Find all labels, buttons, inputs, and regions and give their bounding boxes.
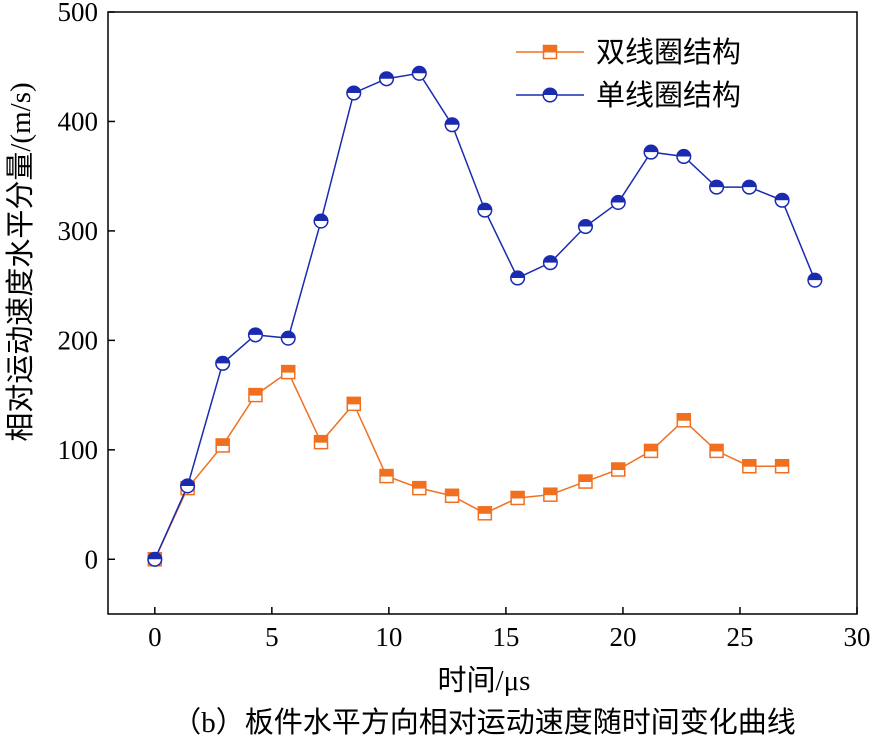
y-tick-label: 0 xyxy=(85,544,99,574)
data-point-circle-fill xyxy=(445,117,459,125)
data-point-square-fill xyxy=(248,388,262,396)
data-point-square-fill xyxy=(347,397,361,405)
data-point-square-fill xyxy=(677,413,691,421)
data-point-circle-fill xyxy=(180,479,195,486)
data-point-circle-fill xyxy=(543,255,558,263)
data-point-circle-fill xyxy=(808,273,822,281)
data-point-square-fill xyxy=(380,469,394,477)
data-point-circle-fill xyxy=(510,271,525,278)
data-point-circle-fill xyxy=(281,331,296,339)
x-tick-label: 25 xyxy=(726,622,753,652)
x-tick-label: 30 xyxy=(844,622,871,652)
x-tick-label: 5 xyxy=(265,622,279,652)
data-point-circle-fill xyxy=(775,193,789,201)
plot-frame xyxy=(107,11,858,615)
figure-caption: （b）板件水平方向相对运动速度随时间变化曲线 xyxy=(172,706,796,739)
data-point-circle-fill xyxy=(611,195,626,203)
data-point-square-fill xyxy=(511,491,525,499)
x-axis-label: 时间/μs xyxy=(438,664,531,697)
series-line xyxy=(154,72,816,560)
legend-label: 双线圈结构 xyxy=(596,36,741,69)
legend-label: 单线圈结构 xyxy=(596,79,741,112)
data-point-circle-fill xyxy=(709,180,724,188)
data-point-square-fill xyxy=(478,506,492,514)
series-2 xyxy=(147,65,823,567)
data-point-square-fill xyxy=(216,438,230,446)
data-point-circle-fill xyxy=(215,356,230,364)
data-point-circle-fill xyxy=(248,328,263,335)
data-point-circle-fill xyxy=(412,66,427,74)
data-point-square-fill xyxy=(445,489,459,497)
data-point-circle-fill xyxy=(578,219,593,227)
y-axis-label: 相对运动速度水平分量/(m/s) xyxy=(4,82,37,441)
x-tick-label: 20 xyxy=(609,622,636,652)
y-tick-label: 200 xyxy=(58,325,99,355)
legend-item-1: 双线圈结构 xyxy=(516,36,741,69)
data-point-square-fill xyxy=(314,435,328,443)
data-point-circle-fill xyxy=(346,86,361,93)
data-point-circle-fill xyxy=(742,180,757,188)
series-1 xyxy=(147,364,790,567)
y-tick-label: 500 xyxy=(58,0,99,27)
data-point-circle-fill xyxy=(379,71,394,79)
data-point-square-fill xyxy=(742,459,756,467)
data-point-circle-fill xyxy=(644,145,658,153)
data-point-circle-fill xyxy=(314,214,328,222)
data-point-circle-fill xyxy=(148,552,162,560)
data-point-square-fill xyxy=(412,481,426,489)
x-tick-label: 0 xyxy=(148,622,162,652)
legend-item-2: 单线圈结构 xyxy=(516,79,741,112)
y-tick-label: 300 xyxy=(58,216,99,246)
x-tick-label: 10 xyxy=(375,622,402,652)
data-point-square-fill xyxy=(644,444,658,452)
data-point-square-fill xyxy=(543,45,557,53)
data-point-square-fill xyxy=(543,488,557,496)
data-point-square-fill xyxy=(578,475,592,483)
y-tick-label: 100 xyxy=(58,435,99,465)
data-point-square-fill xyxy=(611,463,625,471)
series-layer xyxy=(147,65,823,567)
data-point-circle-fill xyxy=(543,88,557,95)
x-tick-label: 15 xyxy=(492,622,519,652)
data-point-square-fill xyxy=(281,365,295,373)
data-point-square-fill xyxy=(775,459,789,467)
y-tick-label: 400 xyxy=(58,106,99,136)
data-point-circle-fill xyxy=(478,203,492,211)
data-point-circle-fill xyxy=(676,149,691,157)
data-point-square-fill xyxy=(710,444,724,452)
